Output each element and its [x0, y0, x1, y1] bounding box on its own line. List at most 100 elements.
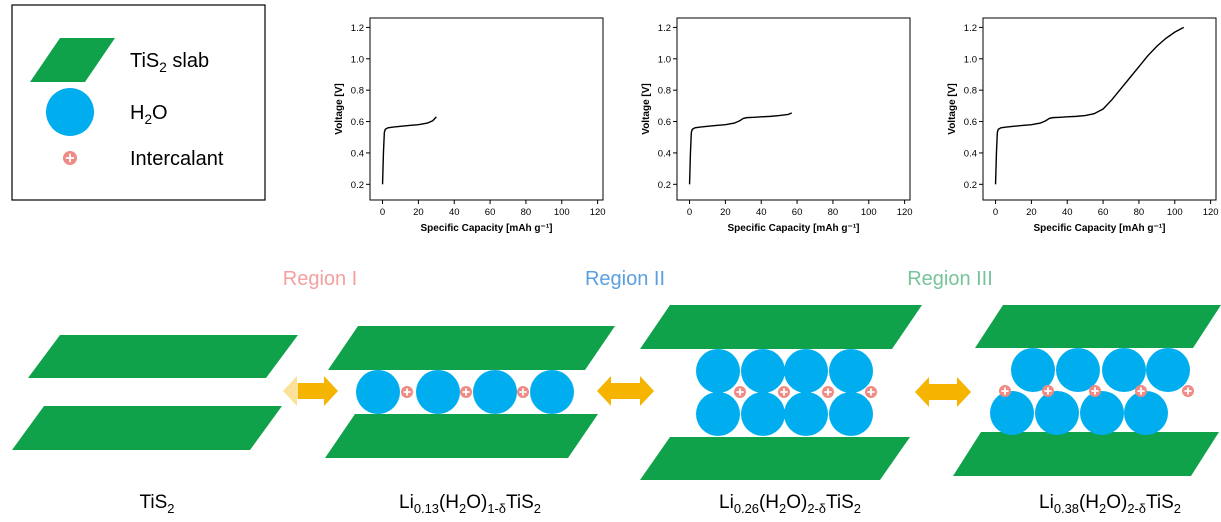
- text-part: O: [152, 102, 168, 124]
- x-tick-label: 40: [1062, 207, 1073, 218]
- subscript: 2: [1099, 501, 1106, 516]
- x-tick-label: 40: [449, 207, 460, 218]
- text-part: TiS: [506, 492, 534, 513]
- intercalant-cross: [1184, 387, 1192, 395]
- text-part: O): [466, 492, 487, 513]
- tis2-slab: [975, 305, 1221, 348]
- y-axis-label: Voltage [V]: [641, 83, 652, 134]
- structure-label: Li0.26(H2O)2-δTiS2: [719, 492, 861, 516]
- subscript: 2: [534, 501, 541, 516]
- voltage-curve: [994, 26, 1185, 185]
- x-tick-label: 20: [1026, 207, 1037, 218]
- region-label: Region I: [283, 268, 358, 290]
- intercalant-cross: [736, 388, 744, 396]
- y-tick-label: 0.8: [964, 86, 977, 97]
- subscript: 1-δ: [487, 501, 506, 516]
- text-part: (H: [1079, 492, 1099, 513]
- text-part: Li: [719, 492, 734, 513]
- text-part: O): [1106, 492, 1127, 513]
- structure-label: Li0.38(H2O)2-δTiS2: [1039, 492, 1181, 516]
- text-part: slab: [167, 50, 209, 72]
- water-molecule: [1035, 391, 1079, 435]
- subscript: 2: [144, 112, 152, 127]
- double-arrow: [597, 376, 654, 406]
- y-tick-label: 0.6: [658, 117, 671, 128]
- water-molecule: [696, 392, 740, 436]
- tis2-slab: [953, 432, 1219, 476]
- subscript: 2: [159, 60, 167, 75]
- tis2-slab: [12, 406, 282, 450]
- plot-frame: [369, 17, 604, 201]
- text-part: Li: [1039, 492, 1054, 513]
- text-part: TiS: [826, 492, 854, 513]
- x-tick-label: 60: [792, 207, 803, 218]
- tis2-slab: [640, 437, 910, 480]
- x-tick-label: 20: [720, 207, 731, 218]
- subscript: 2: [167, 501, 174, 516]
- y-axis-label: Voltage [V]: [334, 83, 345, 134]
- y-tick-label: 0.4: [351, 148, 364, 159]
- x-tick-label: 100: [554, 207, 570, 218]
- y-tick-label: 0.8: [351, 86, 364, 97]
- text-part: H: [130, 102, 144, 124]
- intercalant-cross: [462, 388, 470, 396]
- y-tick-label: 1.2: [964, 23, 977, 34]
- water-molecule: [46, 88, 94, 136]
- subscript: 0.38: [1054, 501, 1079, 516]
- x-tick-label: 0: [993, 207, 998, 218]
- subscript: 2: [854, 501, 861, 516]
- y-tick-label: 0.2: [351, 180, 364, 191]
- text-part: (H: [759, 492, 779, 513]
- intercalant-cross: [65, 153, 75, 163]
- text-part: (H: [439, 492, 459, 513]
- x-tick-label: 80: [828, 207, 839, 218]
- structure-label: TiS2: [140, 492, 175, 516]
- water-molecule: [741, 392, 785, 436]
- water-molecule: [356, 370, 400, 414]
- y-tick-label: 1.0: [658, 54, 671, 65]
- tis2-slab: [28, 335, 298, 378]
- water-molecule: [829, 349, 873, 393]
- water-molecule: [1102, 348, 1146, 392]
- intercalant-cross: [403, 388, 411, 396]
- subscript: 2-δ: [807, 501, 826, 516]
- subscript: 2-δ: [1127, 501, 1146, 516]
- plot-frame: [982, 17, 1217, 201]
- intercalant-cross: [1091, 387, 1099, 395]
- subscript: 2: [459, 501, 466, 516]
- water-molecule: [784, 392, 828, 436]
- water-molecule: [696, 349, 740, 393]
- water-molecule: [1056, 348, 1100, 392]
- x-tick-label: 60: [1098, 207, 1109, 218]
- x-tick-label: 20: [413, 207, 424, 218]
- y-axis-label: Voltage [V]: [947, 83, 958, 134]
- region-label: Region II: [585, 268, 665, 290]
- x-tick-label: 100: [861, 207, 877, 218]
- subscript: 0.26: [734, 501, 759, 516]
- water-molecule: [530, 370, 574, 414]
- water-molecule: [473, 370, 517, 414]
- legend-label: H2O: [130, 102, 168, 127]
- x-tick-label: 40: [756, 207, 767, 218]
- intercalant-cross: [1044, 387, 1052, 395]
- arrow-fade: [282, 375, 298, 407]
- text-part: Li: [399, 492, 414, 513]
- voltage-curve: [381, 116, 437, 185]
- x-tick-label: 0: [687, 207, 692, 218]
- tis2-slab: [640, 305, 922, 349]
- water-molecule: [1146, 348, 1190, 392]
- water-molecule: [829, 392, 873, 436]
- x-tick-label: 80: [1134, 207, 1145, 218]
- x-tick-label: 60: [485, 207, 496, 218]
- text-part: TiS: [130, 50, 159, 72]
- water-molecule: [1124, 391, 1168, 435]
- intercalant-cross: [1001, 387, 1009, 395]
- water-molecule: [416, 370, 460, 414]
- subscript: 0.13: [414, 501, 439, 516]
- intercalant-cross: [1137, 387, 1145, 395]
- x-axis-label: Specific Capacity [mAh g⁻¹]: [421, 223, 553, 234]
- y-tick-label: 0.2: [658, 180, 671, 191]
- water-molecule: [741, 349, 785, 393]
- water-molecule: [784, 349, 828, 393]
